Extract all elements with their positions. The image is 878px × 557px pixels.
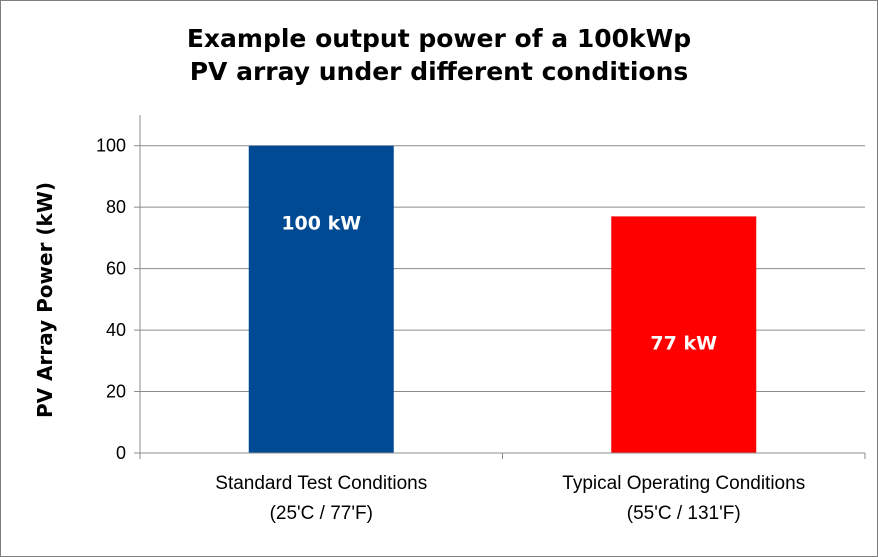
y-tick-label: 40	[106, 320, 126, 340]
bar-2	[611, 216, 757, 453]
y-tick-label: 20	[106, 382, 126, 402]
y-tick-label: 60	[106, 259, 126, 279]
data-label-1: 100 kW	[281, 212, 361, 234]
y-tick-label: 0	[116, 443, 126, 463]
category-label-line-1: Standard Test Conditions	[215, 473, 427, 494]
bar-1	[248, 145, 394, 453]
labels: 0 20 40 60 80 100 100 kW Standard Test Conditio…	[96, 136, 805, 524]
axes	[134, 115, 866, 459]
category-label-line-2: (25'C / 77'F)	[270, 503, 373, 524]
chart-title-line-2: PV array under different conditions	[190, 57, 689, 86]
y-tick-label: 100	[96, 136, 126, 156]
bars	[248, 145, 757, 453]
y-tick-label: 80	[106, 197, 126, 217]
y-axis-label: PV Array Power (kW)	[33, 182, 57, 418]
data-label-2: 77 kW	[650, 333, 717, 355]
category-label-line-1: Typical Operating Conditions	[562, 473, 805, 494]
chart-title-line-1: Example output power of a 100kWp	[187, 24, 691, 53]
category-label-line-2: (55'C / 131'F)	[627, 503, 741, 524]
